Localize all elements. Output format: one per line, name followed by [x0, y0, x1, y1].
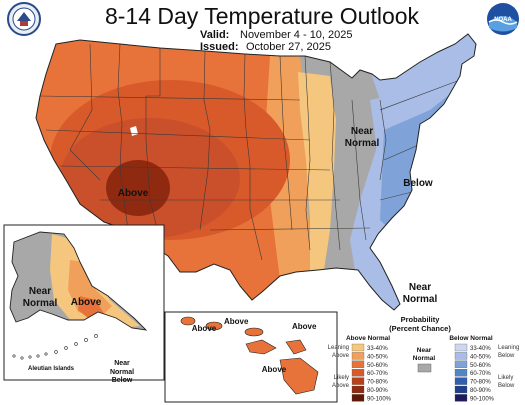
- florida-near-label-2: Normal: [403, 294, 438, 305]
- legend-below-range: 50-60%: [470, 363, 491, 369]
- legend-above-swatch: [351, 343, 365, 352]
- commerce-seal-icon: [7, 2, 41, 36]
- aleutian-islands: [12, 334, 98, 360]
- conus-near-label-2: Normal: [345, 138, 380, 149]
- legend-above-swatch: [351, 394, 365, 402]
- alaska-inset: Near Normal Above Aleutian Islands Near …: [3, 224, 165, 384]
- alaska-near-label-2: Normal: [23, 298, 58, 309]
- legend-title-2: (Percent Chance): [389, 324, 451, 333]
- legend-above-range: 33-40%: [367, 346, 388, 352]
- header: 8-14 Day Temperature Outlook Valid: Nove…: [105, 3, 420, 53]
- legend-below-swatch: [454, 377, 468, 385]
- legend-below-swatch: [454, 343, 468, 352]
- issued-label: Issued:: [200, 41, 239, 53]
- legend-below-range: 90-100%: [470, 396, 495, 402]
- legend-below-range: 33-40%: [470, 346, 491, 352]
- legend-below-swatch: [454, 369, 468, 377]
- legend-leaning-below-1: Leaning: [498, 345, 519, 351]
- legend-above-swatch: [351, 360, 365, 368]
- conus-below-label: Below: [403, 178, 433, 189]
- legend-above-swatch: [351, 385, 365, 394]
- noaa-logo-icon: NOAA: [487, 3, 519, 35]
- aleutian-near-label-2: Normal: [110, 369, 134, 376]
- legend-leaning-below-2: Below: [498, 353, 515, 359]
- aleutian-below-label: Below: [112, 377, 133, 384]
- legend-likely-below-2: Below: [498, 383, 515, 389]
- legend-near-swatch: [417, 363, 432, 373]
- legend-below-range: 80-90%: [470, 388, 491, 394]
- aleutian-near-label-1: Near: [114, 360, 130, 367]
- legend-leaning-above-2: Above: [332, 353, 350, 359]
- conus-near-label-1: Near: [351, 126, 373, 137]
- legend-above-header: Above Normal: [346, 335, 390, 342]
- page-title: 8-14 Day Temperature Outlook: [105, 3, 420, 29]
- noaa-logo-text: NOAA: [494, 17, 512, 23]
- legend-below-swatch: [454, 352, 468, 360]
- legend-near-2: Normal: [413, 355, 436, 362]
- legend-above-range: 60-70%: [367, 371, 388, 377]
- conus-above-label: Above: [118, 188, 149, 199]
- hawaii-above-label-1: Above: [192, 324, 217, 333]
- above-swatches: 33-40% 40-50% 50-60% 60-70% 70-80% 80-90% 90-1…: [351, 343, 392, 402]
- legend-below-range: 60-70%: [470, 371, 491, 377]
- legend-above-range: 80-90%: [367, 388, 388, 394]
- legend-below-swatch: [454, 385, 468, 394]
- legend-above-range: 40-50%: [367, 354, 388, 360]
- hawaii-inset: Above Above Above Above: [164, 311, 338, 403]
- legend-below-swatch: [454, 360, 468, 368]
- issued-value: October 27, 2025: [246, 41, 331, 53]
- aleutian-islands-label: Aleutian Islands: [28, 366, 75, 372]
- legend-likely-below-1: Likely: [498, 375, 513, 381]
- legend-leaning-above-1: Leaning: [328, 345, 349, 351]
- legend-below-range: 70-80%: [470, 380, 491, 386]
- legend-above-range: 70-80%: [367, 380, 388, 386]
- legend-below-swatch: [454, 394, 468, 402]
- legend-near-1: Near: [417, 347, 432, 354]
- legend-title-1: Probability: [401, 315, 441, 324]
- legend-below-header: Below Normal: [449, 335, 493, 342]
- florida-near-label-1: Near: [409, 282, 431, 293]
- legend-above-swatch: [351, 352, 365, 360]
- legend-below-range: 40-50%: [470, 354, 491, 360]
- alaska-near-label-1: Near: [29, 286, 51, 297]
- hawaii-above-label-2: Above: [224, 317, 249, 326]
- valid-label: Valid:: [200, 29, 229, 41]
- legend: Probability (Percent Chance) Above Norma…: [328, 315, 520, 402]
- hawaii-above-label-4: Above: [262, 365, 287, 374]
- valid-value: November 4 - 10, 2025: [240, 29, 353, 41]
- legend-above-swatch: [351, 377, 365, 385]
- below-swatches: 33-40% 40-50% 50-60% 60-70% 70-80% 80-90% 90-1…: [454, 343, 495, 402]
- legend-above-swatch: [351, 369, 365, 377]
- legend-likely-above-2: Above: [332, 383, 350, 389]
- legend-above-range: 50-60%: [367, 363, 388, 369]
- hawaii-above-label-3: Above: [292, 322, 317, 331]
- alaska-above-label: Above: [71, 297, 102, 308]
- legend-above-range: 90-100%: [367, 396, 392, 402]
- legend-likely-above-1: Likely: [334, 375, 349, 381]
